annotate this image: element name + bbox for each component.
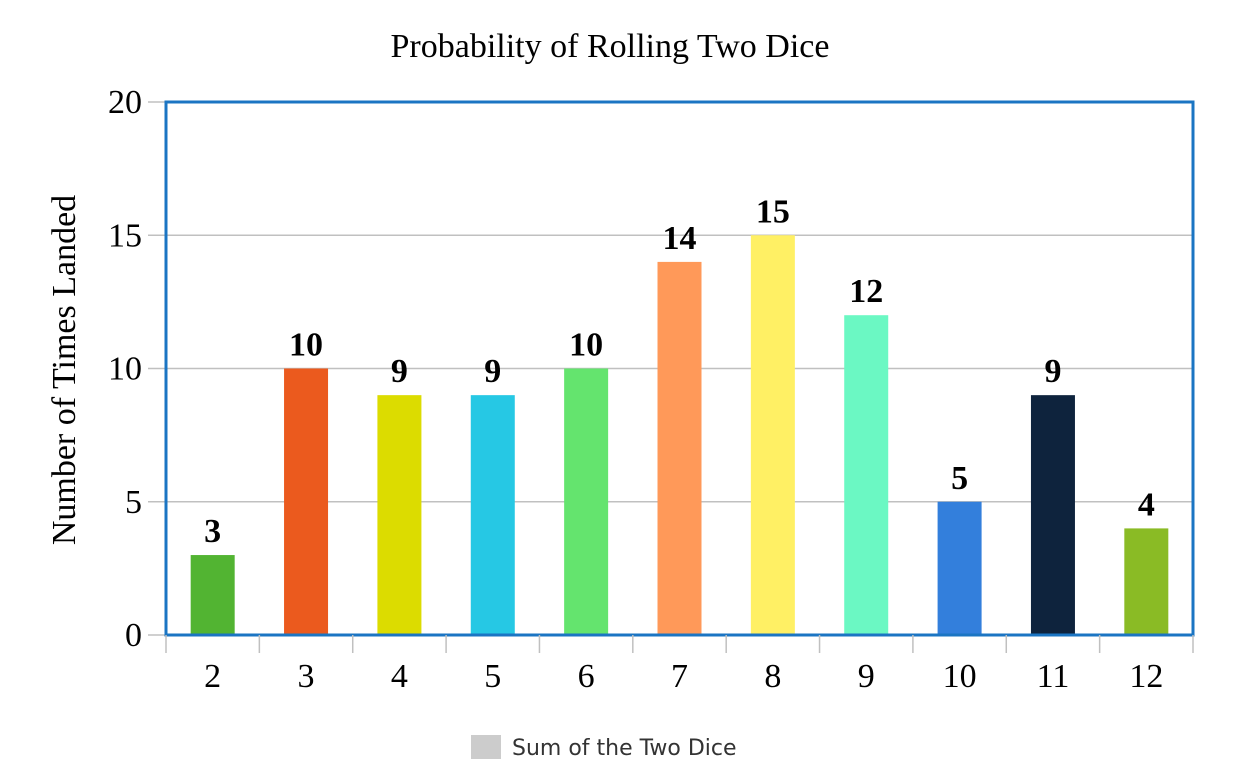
data-label-3: 10 [289,327,323,364]
y-tick-label: 0 [125,617,142,654]
data-label-7: 14 [663,220,697,257]
data-labels: 3 10 9 9 10 14 15 12 5 9 4 [204,193,1155,550]
legend[interactable]: Sum of the Two Dice [471,735,737,761]
data-label-5: 9 [484,353,501,390]
bar-8[interactable] [750,235,795,635]
plot-border [164,100,1195,637]
bars [190,235,1169,636]
y-tick-label: 10 [108,351,142,388]
data-label-2: 3 [204,513,221,550]
y-tick-label: 15 [108,217,142,254]
x-tick-label: 3 [298,658,315,695]
data-label-9: 12 [849,273,883,310]
data-label-4: 9 [391,353,408,390]
data-label-10: 5 [951,460,968,497]
x-tick-label: 2 [204,658,221,695]
y-axis-label: Number of Times Landed [46,195,83,545]
y-tick-label: 20 [108,84,142,121]
bar-7[interactable] [657,261,702,635]
x-tick-label: 7 [671,658,688,695]
data-label-6: 10 [569,327,603,364]
bar-12[interactable] [1124,528,1169,635]
bar-10[interactable] [937,501,982,635]
bar-6[interactable] [564,368,609,636]
data-label-8: 15 [756,193,790,230]
legend-label[interactable]: Sum of the Two Dice [512,736,737,761]
x-tick-label: 9 [858,658,875,695]
x-tick-label: 10 [943,658,977,695]
chart-title: Probability of Rolling Two Dice [391,28,830,65]
x-tick-label: 6 [578,658,595,695]
bar-11[interactable] [1030,395,1075,635]
data-label-12: 4 [1138,486,1155,523]
data-label-11: 9 [1044,353,1061,390]
legend-swatch[interactable] [471,735,501,759]
x-axis: 2 3 4 5 6 7 8 9 10 11 12 [165,635,1194,695]
bar-3[interactable] [284,368,329,636]
x-tick-label: 4 [391,658,408,695]
x-tick-label: 11 [1037,658,1070,695]
x-tick-label: 5 [484,658,501,695]
y-axis-ticks: 0 5 10 15 20 [108,84,166,654]
bar-2[interactable] [190,555,235,635]
bar-4[interactable] [377,395,422,635]
bar-5[interactable] [470,395,515,635]
bar-9[interactable] [844,315,889,635]
x-tick-label: 12 [1129,658,1163,695]
y-tick-label: 5 [125,484,142,521]
x-tick-label: 8 [764,658,781,695]
